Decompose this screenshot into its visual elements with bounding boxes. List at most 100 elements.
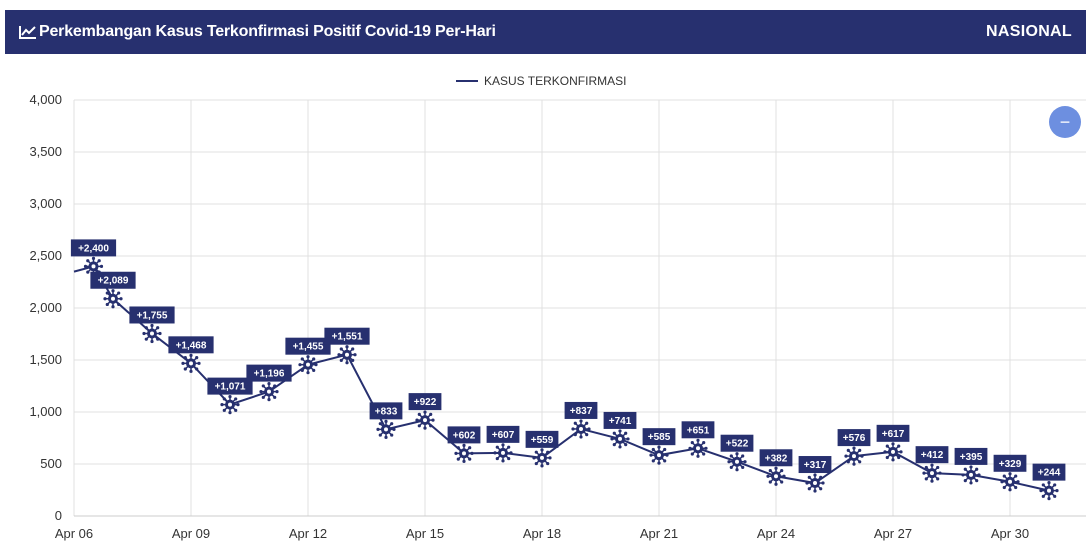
data-label: +244 <box>1038 468 1061 479</box>
y-tick-label: 2,500 <box>29 248 62 263</box>
data-label: +395 <box>960 452 983 463</box>
data-point-marker[interactable] <box>103 289 123 309</box>
data-point-marker[interactable] <box>298 355 318 375</box>
data-label-box <box>915 446 949 464</box>
data-label-box <box>876 424 910 442</box>
x-tick-label: Apr 15 <box>406 526 444 541</box>
data-label-box <box>525 430 559 448</box>
chart-title-text: Perkembangan Kasus Terkonfirmasi Positif… <box>39 23 496 40</box>
data-label-box <box>408 393 442 411</box>
data-label: +607 <box>492 430 515 441</box>
data-label: +1,455 <box>293 342 324 353</box>
data-point-marker[interactable] <box>649 445 669 465</box>
data-label: +522 <box>726 439 749 450</box>
data-label: +1,071 <box>215 382 246 393</box>
data-label-box <box>798 456 832 474</box>
data-label: +1,468 <box>176 340 207 351</box>
data-label: +651 <box>687 425 710 436</box>
x-tick-label: Apr 06 <box>55 526 93 541</box>
data-label-box <box>720 434 754 452</box>
data-point-marker[interactable] <box>493 443 513 463</box>
data-point-marker[interactable] <box>688 438 708 458</box>
legend[interactable]: KASUS TERKONFIRMASI <box>456 74 626 88</box>
data-point-marker[interactable] <box>142 323 162 344</box>
data-label-box <box>324 327 370 345</box>
chart-header: Perkembangan Kasus Terkonfirmasi Positif… <box>5 10 1086 54</box>
data-point-marker[interactable] <box>532 448 552 468</box>
data-label-box <box>837 429 871 447</box>
y-tick-label: 500 <box>40 456 62 471</box>
data-label: +1,551 <box>332 332 363 343</box>
y-tick-label: 1,500 <box>29 352 62 367</box>
y-tick-label: 2,000 <box>29 300 62 315</box>
data-label-box <box>993 454 1027 472</box>
y-tick-label: 4,000 <box>29 92 62 107</box>
data-point-marker[interactable] <box>961 465 981 485</box>
data-point-marker[interactable] <box>415 410 435 430</box>
data-label: +412 <box>921 450 944 461</box>
chart-title: Perkembangan Kasus Terkonfirmasi Positif… <box>19 23 496 41</box>
data-point-marker[interactable] <box>454 443 474 463</box>
data-label: +833 <box>375 406 398 417</box>
data-label-box <box>681 421 715 439</box>
chart-area: KASUS TERKONFIRMASI 0 500 1,000 1,500 2,000 2… <box>0 62 1092 550</box>
data-label: +329 <box>999 459 1022 470</box>
data-label: +382 <box>765 453 788 464</box>
data-label: +922 <box>414 397 437 408</box>
data-label-box <box>447 426 481 444</box>
line-chart-icon <box>19 26 36 39</box>
data-point-marker[interactable] <box>220 395 240 415</box>
data-point-marker[interactable] <box>610 429 630 449</box>
data-label-box <box>564 401 598 419</box>
x-tick-label: Apr 09 <box>172 526 210 541</box>
legend-entry: KASUS TERKONFIRMASI <box>484 74 627 88</box>
data-label-box <box>759 449 793 467</box>
data-label-box <box>954 447 988 465</box>
data-point-marker[interactable] <box>376 419 396 439</box>
x-tick-label: Apr 18 <box>523 526 561 541</box>
data-label: +317 <box>804 460 827 471</box>
data-point-marker[interactable] <box>805 473 825 493</box>
data-label: +617 <box>882 429 905 440</box>
data-label-box <box>603 411 637 429</box>
y-tick-label: 3,500 <box>29 144 62 159</box>
data-label-box <box>1032 463 1066 481</box>
data-point-marker[interactable] <box>922 463 942 483</box>
data-point-marker[interactable] <box>1000 472 1020 492</box>
minus-icon: − <box>1059 111 1071 132</box>
data-label: +1,755 <box>137 310 168 321</box>
data-label-box <box>246 364 292 382</box>
data-label-box <box>369 402 403 420</box>
legend-swatch <box>456 80 478 82</box>
data-point-marker[interactable] <box>571 419 591 439</box>
data-point-marker[interactable] <box>727 452 747 472</box>
data-point-marker[interactable] <box>766 466 786 486</box>
data-label: +1,196 <box>254 369 285 380</box>
data-point-marker[interactable] <box>181 353 201 373</box>
data-label: +2,089 <box>98 276 129 287</box>
data-point-marker[interactable] <box>844 446 864 466</box>
data-point-marker[interactable] <box>259 382 279 402</box>
data-label-box <box>207 377 253 395</box>
data-label-box <box>70 239 117 257</box>
data-label-box <box>90 271 136 289</box>
data-label-box <box>129 306 175 324</box>
x-tick-label: Apr 27 <box>874 526 912 541</box>
data-label: +559 <box>531 435 554 446</box>
zoom-out-button[interactable]: − <box>1049 106 1081 138</box>
line-chart: 0 500 1,000 1,500 2,000 2,500 3,000 3,500 4,000 A… <box>29 92 1086 541</box>
y-tick-label: 0 <box>55 508 62 523</box>
scope-label: NASIONAL <box>986 23 1072 40</box>
data-label: +2,400 <box>78 243 109 254</box>
data-point-marker[interactable] <box>337 345 357 365</box>
data-label-box <box>642 428 676 446</box>
data-label: +585 <box>648 432 671 443</box>
x-tick-label: Apr 24 <box>757 526 795 541</box>
data-label-box <box>285 337 331 355</box>
data-label-box <box>168 336 214 354</box>
data-point-marker[interactable] <box>1039 481 1059 501</box>
data-point-marker[interactable] <box>883 442 903 462</box>
data-label: +576 <box>843 433 866 444</box>
y-tick-label: 3,000 <box>29 196 62 211</box>
data-label: +741 <box>609 416 632 427</box>
